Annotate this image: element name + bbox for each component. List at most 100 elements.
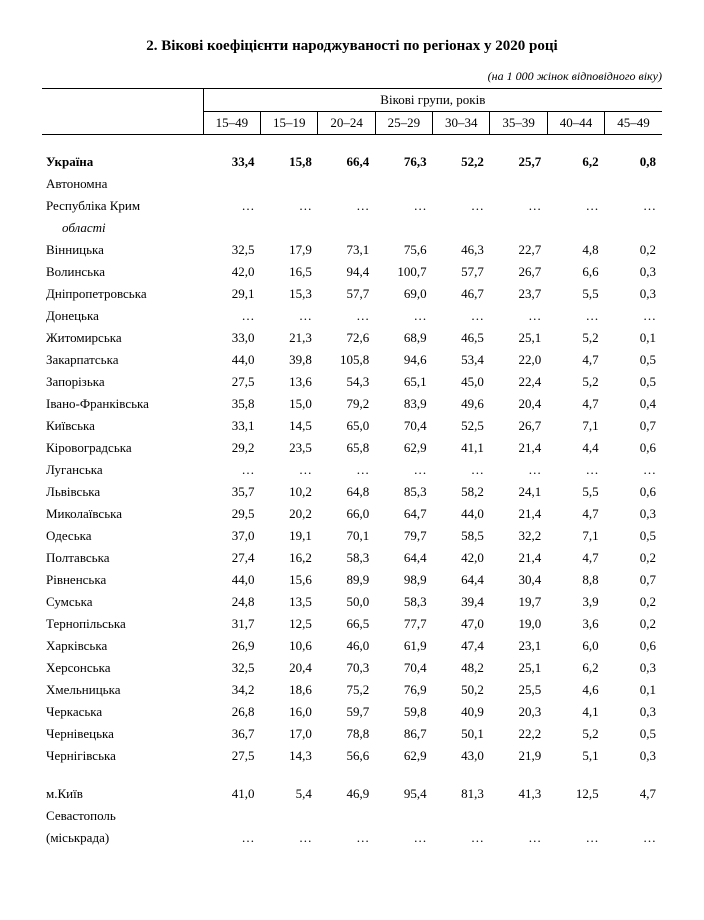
table-row: Сумська24,813,550,058,339,419,73,90,2: [42, 591, 662, 613]
cell: 89,9: [318, 569, 375, 591]
cell: 66,5: [318, 613, 375, 635]
row-label: м.Київ: [42, 783, 203, 805]
column-header: 45–49: [605, 112, 662, 135]
cell: 0,5: [605, 723, 662, 745]
cell: 79,7: [375, 525, 432, 547]
cell: 4,7: [547, 349, 604, 371]
cell: 20,3: [490, 701, 547, 723]
cell: 29,5: [203, 503, 260, 525]
cell: …: [433, 195, 490, 217]
cell: 4,7: [547, 503, 604, 525]
cell: …: [490, 305, 547, 327]
cell: 100,7: [375, 261, 432, 283]
cell: …: [375, 195, 432, 217]
cell: 59,8: [375, 701, 432, 723]
cell: 58,2: [433, 481, 490, 503]
cell: 16,5: [261, 261, 318, 283]
row-label: Україна: [42, 151, 203, 173]
cell: 27,4: [203, 547, 260, 569]
cell: 19,0: [490, 613, 547, 635]
cell: 46,0: [318, 635, 375, 657]
cell: 72,6: [318, 327, 375, 349]
cell: 98,9: [375, 569, 432, 591]
cell: 23,1: [490, 635, 547, 657]
row-label: Івано-Франківська: [42, 393, 203, 415]
row-label: Кіровоградська: [42, 437, 203, 459]
cell: 0,2: [605, 239, 662, 261]
cell: 75,2: [318, 679, 375, 701]
cell: 4,6: [547, 679, 604, 701]
cell: 70,4: [375, 657, 432, 679]
cell: 58,3: [318, 547, 375, 569]
cell: 50,0: [318, 591, 375, 613]
cell: 53,4: [433, 349, 490, 371]
cell: 22,2: [490, 723, 547, 745]
cell: 49,6: [433, 393, 490, 415]
cell: 6,0: [547, 635, 604, 657]
table-row: області: [42, 217, 662, 239]
cell: 6,2: [547, 151, 604, 173]
cell: 0,3: [605, 701, 662, 723]
cell: 76,9: [375, 679, 432, 701]
cell: 79,2: [318, 393, 375, 415]
table-row: Закарпатська44,039,8105,894,653,422,04,7…: [42, 349, 662, 371]
cell: 57,7: [433, 261, 490, 283]
table-row: Полтавська27,416,258,364,442,021,44,70,2: [42, 547, 662, 569]
cell: 16,2: [261, 547, 318, 569]
cell: 62,9: [375, 745, 432, 767]
cell: 57,7: [318, 283, 375, 305]
cell: 25,1: [490, 657, 547, 679]
cell: 5,5: [547, 283, 604, 305]
cell: …: [433, 305, 490, 327]
cell: 0,1: [605, 327, 662, 349]
cell: 23,7: [490, 283, 547, 305]
cell: …: [605, 459, 662, 481]
column-header: 30–34: [433, 112, 490, 135]
cell: 26,7: [490, 415, 547, 437]
cell: 66,4: [318, 151, 375, 173]
row-label: Донецька: [42, 305, 203, 327]
cell: 30,4: [490, 569, 547, 591]
row-label: Вінницька: [42, 239, 203, 261]
table-row: Київська33,114,565,070,452,526,77,10,7: [42, 415, 662, 437]
table-row: Рівненська44,015,689,998,964,430,48,80,7: [42, 569, 662, 591]
table-row: Вінницька32,517,973,175,646,322,74,80,2: [42, 239, 662, 261]
cell: 0,6: [605, 481, 662, 503]
cell: 85,3: [375, 481, 432, 503]
row-label: (міськрада): [42, 827, 203, 849]
row-label: Житомирська: [42, 327, 203, 349]
cell: 5,2: [547, 723, 604, 745]
cell: 33,1: [203, 415, 260, 437]
cell: 77,7: [375, 613, 432, 635]
cell: …: [203, 459, 260, 481]
column-header: 35–39: [490, 112, 547, 135]
table-row: Севастополь: [42, 805, 662, 827]
cell: 4,1: [547, 701, 604, 723]
cell: 4,7: [547, 393, 604, 415]
table-row: Чернігівська27,514,356,662,943,021,95,10…: [42, 745, 662, 767]
row-label: Львівська: [42, 481, 203, 503]
cell: 50,1: [433, 723, 490, 745]
cell: 81,3: [433, 783, 490, 805]
cell: 26,8: [203, 701, 260, 723]
cell: 12,5: [261, 613, 318, 635]
cell: 105,8: [318, 349, 375, 371]
cell: 41,0: [203, 783, 260, 805]
cell: 21,4: [490, 547, 547, 569]
cell: 39,4: [433, 591, 490, 613]
cell: 65,8: [318, 437, 375, 459]
cell: 43,0: [433, 745, 490, 767]
cell: 70,3: [318, 657, 375, 679]
cell: 44,0: [433, 503, 490, 525]
cell: 0,7: [605, 569, 662, 591]
cell: …: [318, 459, 375, 481]
cell: 20,2: [261, 503, 318, 525]
row-label: Автономна: [42, 173, 203, 195]
cell: 59,7: [318, 701, 375, 723]
cell: 50,2: [433, 679, 490, 701]
corner-cell: [42, 89, 203, 135]
cell: 35,8: [203, 393, 260, 415]
cell: 20,4: [490, 393, 547, 415]
cell: 21,3: [261, 327, 318, 349]
cell: 73,1: [318, 239, 375, 261]
